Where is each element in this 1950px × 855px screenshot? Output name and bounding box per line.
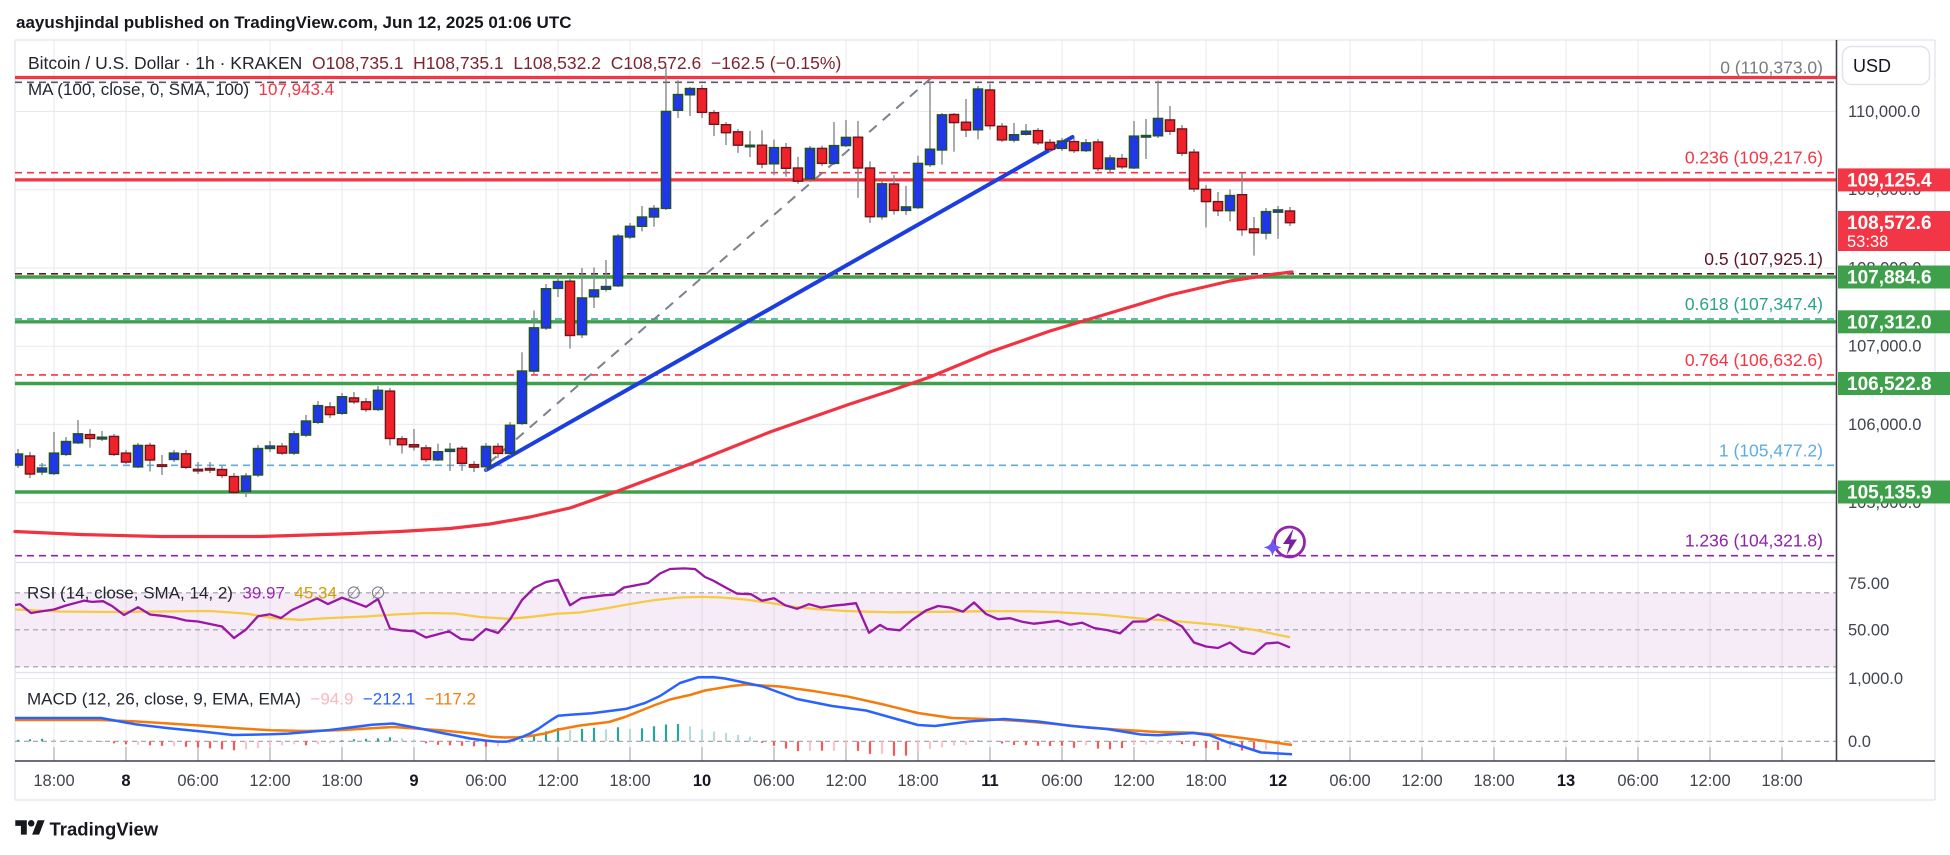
svg-text:50.00: 50.00	[1848, 621, 1889, 639]
svg-text:1,000.0: 1,000.0	[1848, 670, 1903, 688]
svg-text:106,000.0: 106,000.0	[1848, 416, 1921, 434]
svg-text:USD: USD	[1853, 56, 1891, 76]
svg-text:1 (105,477.2): 1 (105,477.2)	[1719, 440, 1823, 460]
svg-text:1.236 (104,321.8): 1.236 (104,321.8)	[1685, 531, 1823, 551]
svg-text:109,125.4: 109,125.4	[1847, 170, 1932, 191]
svg-text:06:00: 06:00	[465, 772, 506, 790]
svg-text:MA (100, close, 0, SMA, 100): MA (100, close, 0, SMA, 100) 107,943.4	[28, 80, 334, 99]
svg-text:11: 11	[981, 772, 998, 790]
svg-text:Bitcoin / U.S. Dollar · 1h · K: Bitcoin / U.S. Dollar · 1h · KRAKEN O108…	[28, 53, 841, 73]
svg-text:TradingView: TradingView	[50, 819, 159, 840]
svg-text:0.764 (106,632.6): 0.764 (106,632.6)	[1685, 350, 1823, 370]
svg-text:0.5 (107,925.1): 0.5 (107,925.1)	[1704, 249, 1823, 269]
svg-text:06:00: 06:00	[1329, 772, 1370, 790]
svg-text:0.618 (107,347.4): 0.618 (107,347.4)	[1685, 294, 1823, 314]
svg-text:18:00: 18:00	[897, 772, 938, 790]
svg-text:12:00: 12:00	[1689, 772, 1730, 790]
svg-text:12:00: 12:00	[1401, 772, 1442, 790]
svg-text:06:00: 06:00	[1617, 772, 1658, 790]
svg-text:106,522.8: 106,522.8	[1847, 374, 1932, 395]
svg-text:18:00: 18:00	[1761, 772, 1802, 790]
svg-text:06:00: 06:00	[753, 772, 794, 790]
svg-text:18:00: 18:00	[609, 772, 650, 790]
svg-text:110,000.0: 110,000.0	[1848, 103, 1920, 121]
svg-text:107,884.6: 107,884.6	[1847, 268, 1932, 289]
svg-text:18:00: 18:00	[321, 772, 362, 790]
svg-text:0.0: 0.0	[1848, 733, 1871, 751]
svg-text:12:00: 12:00	[249, 772, 290, 790]
svg-text:10: 10	[693, 772, 711, 790]
svg-text:12:00: 12:00	[537, 772, 578, 790]
svg-text:12:00: 12:00	[825, 772, 866, 790]
svg-text:9: 9	[409, 772, 418, 790]
svg-text:0 (110,373.0): 0 (110,373.0)	[1720, 57, 1823, 77]
svg-text:0.236 (109,217.6): 0.236 (109,217.6)	[1685, 148, 1823, 168]
svg-text:06:00: 06:00	[177, 772, 218, 790]
svg-text:RSI (14, close, SMA, 14, 2) 3: RSI (14, close, SMA, 14, 2) 39.97 45.34 …	[27, 584, 385, 603]
svg-text:13: 13	[1557, 772, 1575, 790]
svg-text:107,000.0: 107,000.0	[1848, 338, 1921, 356]
svg-text:12:00: 12:00	[1113, 772, 1154, 790]
svg-text:18:00: 18:00	[1473, 772, 1514, 790]
svg-text:53:38: 53:38	[1847, 233, 1888, 251]
svg-text:18:00: 18:00	[33, 772, 74, 790]
svg-text:108,572.6: 108,572.6	[1847, 213, 1932, 234]
svg-text:75.00: 75.00	[1848, 575, 1889, 593]
svg-text:06:00: 06:00	[1041, 772, 1082, 790]
svg-text:105,135.9: 105,135.9	[1847, 483, 1932, 504]
svg-text:MACD (12, 26, close, 9, EMA, E: MACD (12, 26, close, 9, EMA, EMA) −94.9 …	[27, 690, 476, 709]
svg-text:aayushjindal published on Trad: aayushjindal published on TradingView.co…	[16, 13, 572, 32]
svg-text:18:00: 18:00	[1185, 772, 1226, 790]
svg-text:8: 8	[121, 772, 130, 790]
svg-text:107,312.0: 107,312.0	[1847, 312, 1932, 333]
svg-text:12: 12	[1269, 772, 1287, 790]
